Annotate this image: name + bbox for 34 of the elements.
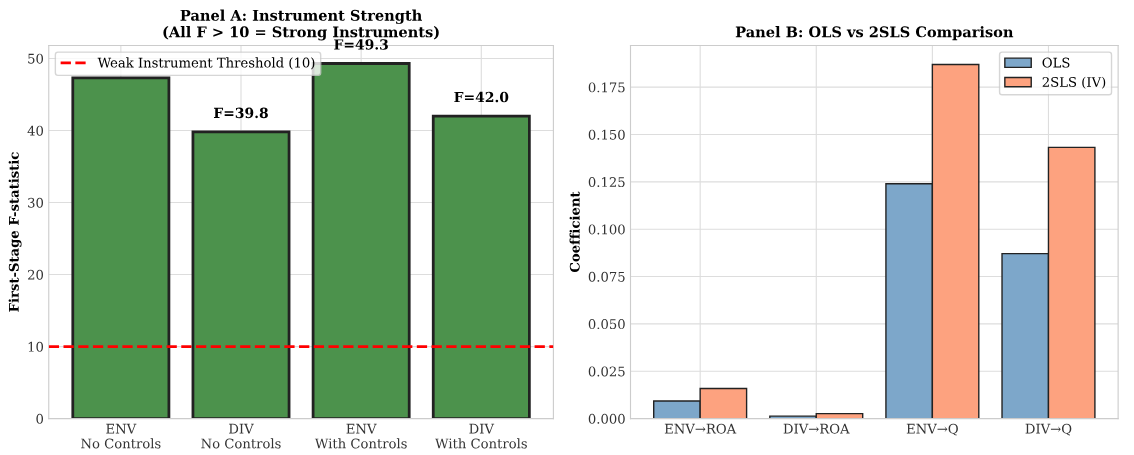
chart-title: Panel A: Instrument Strength (All F > 10 = Strong Instruments) — [163, 9, 439, 41]
y-tick-label: 0.000 — [588, 413, 625, 424]
y-tick-label: 0.150 — [588, 129, 625, 140]
bar — [191, 130, 291, 419]
y-tick-label: 0 — [36, 413, 44, 424]
x-tick-label: ENV No Controls — [81, 423, 161, 449]
y-tick-label: 0.125 — [588, 177, 625, 188]
y-tick-label: 0.050 — [588, 319, 625, 330]
x-tick-label: ENV With Controls — [314, 423, 407, 449]
y-tick-label: 0.075 — [588, 271, 625, 282]
x-tick-label: DIV With Controls — [435, 423, 527, 449]
y-tick-label: 20 — [28, 269, 44, 280]
y-tick-label: 0.100 — [588, 224, 625, 235]
legend-label: OLS — [1042, 57, 1070, 68]
x-tick-label: ENV→Q — [906, 423, 958, 436]
x-tick-label: DIV→ROA — [783, 423, 850, 434]
y-tick-label: 10 — [28, 341, 44, 352]
y-tick-label: 0.175 — [588, 82, 625, 93]
bar — [431, 114, 531, 419]
legend-label: Weak Instrument Threshold (10) — [97, 57, 315, 70]
data-label: F=49.3 — [334, 39, 388, 50]
x-tick-label: DIV→Q — [1025, 423, 1072, 436]
data-label: F=39.8 — [213, 107, 268, 119]
x-tick-label: ENV→ROA — [664, 423, 737, 434]
data-label: F=42.0 — [454, 91, 509, 103]
chart-title: Panel B: OLS vs 2SLS Comparison — [735, 26, 1014, 41]
y-tick-label: 40 — [27, 125, 44, 136]
x-tick-label: DIV No Controls — [201, 423, 281, 449]
y-axis-title: Coefficient — [569, 191, 580, 273]
y-tick-label: 50 — [28, 53, 44, 64]
y-tick-label: 0.025 — [588, 366, 625, 377]
legend-label: 2SLS (IV) — [1042, 76, 1106, 89]
y-tick-label: 30 — [28, 197, 44, 208]
y-axis-title: First-Stage F-statistic — [8, 152, 22, 312]
